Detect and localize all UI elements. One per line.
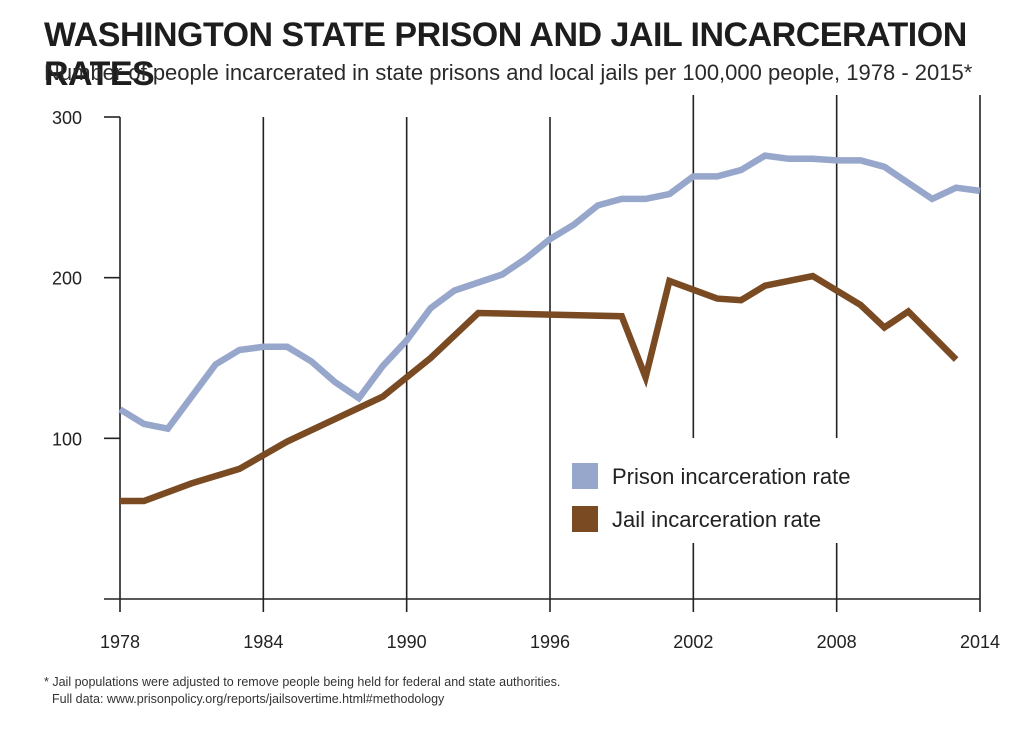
footnote-jail-adjustment: * Jail populations were adjusted to remo… — [44, 675, 561, 689]
y-tick-label-200: 200 — [52, 269, 82, 289]
chart-title: WASHINGTON STATE PRISON AND JAIL INCARCE… — [44, 16, 967, 93]
y-tick-label-100: 100 — [52, 429, 82, 449]
x-tick-label-2002: 2002 — [673, 632, 713, 652]
x-tick-label-1996: 1996 — [530, 632, 570, 652]
footnote: * Jail populations were adjusted to remo… — [44, 674, 560, 708]
chart-subtitle: Number of people incarcerated in state p… — [44, 60, 973, 85]
series-line-prison — [118, 152, 981, 433]
legend-label-jail: Jail incarceration rate — [612, 507, 821, 532]
x-tick-label-1990: 1990 — [387, 632, 427, 652]
x-tick-label-1978: 1978 — [100, 632, 140, 652]
y-tick-label-300: 300 — [52, 108, 82, 128]
footnote-data-source: Full data: www.prisonpolicy.org/reports/… — [52, 692, 445, 706]
legend-swatch-prison — [572, 463, 598, 489]
legend-label-prison: Prison incarceration rate — [612, 464, 850, 489]
x-tick-label-2008: 2008 — [817, 632, 857, 652]
x-tick-label-1984: 1984 — [243, 632, 283, 652]
series-line-jail — [120, 272, 959, 505]
x-tick-label-2014: 2014 — [960, 632, 1000, 652]
legend-swatch-jail — [572, 506, 598, 532]
